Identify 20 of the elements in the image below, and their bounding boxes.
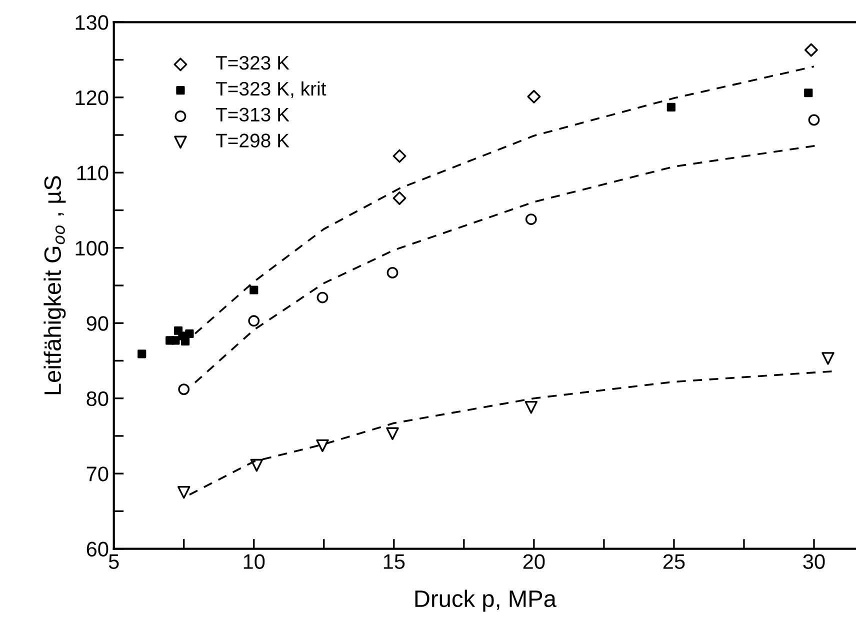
y-tick-label: 120 <box>76 90 108 106</box>
y-tick-label: 130 <box>76 15 108 30</box>
y-tick-label: 60 <box>86 542 108 557</box>
legend-label: T=313 K <box>216 108 290 122</box>
y-tick-label: 110 <box>77 166 108 180</box>
x-tick-label: 15 <box>384 554 405 569</box>
y-tick-label: 100 <box>76 240 108 256</box>
legend-label: T=323 K, krit <box>216 81 326 98</box>
x-axis-title: Druck p, MPa <box>415 590 556 612</box>
y-tick-label: 90 <box>86 316 108 331</box>
legend-label: T=298 K <box>216 134 290 148</box>
y-tick-label: 70 <box>86 466 108 482</box>
x-tick-label: 20 <box>523 554 545 569</box>
y-axis-title: Leitfähigkeit G$_{oo}$ , µS <box>44 176 66 394</box>
x-tick-label: 30 <box>803 554 825 569</box>
y-tick-label: 80 <box>86 391 108 406</box>
x-tick-label: 10 <box>244 554 265 569</box>
x-tick-label: 25 <box>663 554 685 569</box>
legend-label: T=323 K <box>216 56 290 70</box>
x-tick-label: 5 <box>108 554 119 569</box>
